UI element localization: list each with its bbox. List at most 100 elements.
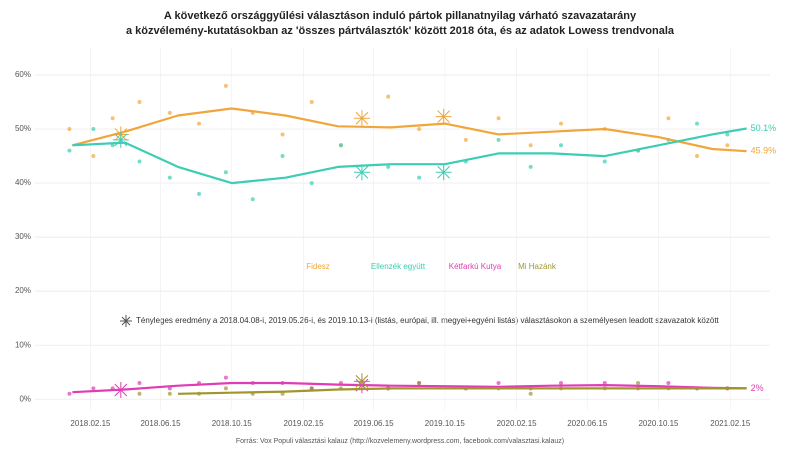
poll-dot: [167, 175, 172, 180]
trend-line: [72, 127, 747, 185]
y-tick-label: 60%: [15, 70, 31, 79]
result-star: [353, 164, 370, 181]
poll-dot: [386, 164, 391, 169]
poll-dot: [338, 143, 343, 148]
poll-dot: [223, 375, 228, 380]
poll-dot: [137, 100, 142, 105]
poll-dot: [309, 386, 314, 391]
legend-entry: Ellenzék együtt: [371, 262, 426, 271]
poll-dot: [280, 132, 285, 137]
poll-dot: [602, 380, 607, 385]
poll-dot: [309, 100, 314, 105]
poll-dot: [386, 94, 391, 99]
poll-dot: [417, 380, 422, 385]
y-tick-label: 10%: [15, 340, 31, 349]
result-star: [353, 373, 370, 390]
x-tick-label: 2018.06.15: [140, 419, 181, 428]
end-label: 50.1%: [751, 123, 777, 133]
poll-dot: [528, 391, 533, 396]
result-star: [435, 164, 452, 181]
trend-line: [72, 107, 747, 153]
x-tick-label: 2019.06.15: [354, 419, 395, 428]
poll-dot: [91, 386, 96, 391]
poll-dot: [725, 143, 730, 148]
poll-dot: [636, 380, 641, 385]
poll-dot: [559, 143, 564, 148]
poll-dot: [91, 154, 96, 159]
star-stroke: [114, 383, 128, 397]
poll-dot: [167, 391, 172, 396]
poll-dot: [496, 380, 501, 385]
star-stroke: [355, 111, 369, 125]
result-star: [112, 382, 129, 399]
poll-dot: [496, 116, 501, 121]
star-stroke: [355, 375, 369, 388]
chart-title: A következő országgyűlési választáson in…: [164, 10, 637, 22]
results-note: Tényleges eredmény a 2018.04.08-i, 2019.…: [136, 316, 720, 325]
poll-dot: [91, 127, 96, 132]
poll-dot: [559, 380, 564, 385]
poll-dot: [695, 154, 700, 159]
poll-dot: [602, 159, 607, 164]
poll-dot: [67, 391, 72, 396]
x-tick-label: 2018.02.15: [70, 419, 111, 428]
y-tick-label: 50%: [15, 124, 31, 133]
y-tick-label: 30%: [15, 232, 31, 241]
poll-dot: [223, 83, 228, 88]
poll-dot: [250, 197, 255, 202]
legend-entry: Kétfarkú Kutya: [449, 262, 502, 271]
star-stroke: [437, 110, 451, 123]
poll-dot: [528, 164, 533, 169]
y-tick-label: 40%: [15, 178, 31, 187]
x-tick-label: 2019.02.15: [284, 419, 325, 428]
result-star: [435, 108, 452, 125]
x-tick-label: 2020.10.15: [638, 419, 679, 428]
legend-entry: Mi Hazánk: [518, 262, 557, 271]
poll-dot: [496, 137, 501, 142]
poll-dot: [67, 127, 72, 132]
poll-dot: [197, 121, 202, 126]
poll-dot: [417, 175, 422, 180]
poll-dot: [223, 170, 228, 175]
poll-dot: [67, 148, 72, 153]
source: Forrás: Vox Populi választási kalauz (ht…: [236, 438, 564, 445]
poll-dot: [137, 380, 142, 385]
y-tick-label: 20%: [15, 286, 31, 295]
poll-dot: [167, 110, 172, 115]
chart-subtitle: a közvélemény-kutatásokban az 'összes pá…: [126, 25, 675, 37]
legend-entry: Fidesz: [306, 262, 330, 271]
x-tick-label: 2021.02.15: [710, 419, 751, 428]
end-label: 45.9%: [751, 146, 777, 156]
poll-dot: [280, 154, 285, 159]
poll-dot: [463, 137, 468, 142]
poll-dot: [528, 143, 533, 148]
results-note-star: [120, 315, 132, 327]
poll-dot: [223, 386, 228, 391]
star-stroke: [437, 165, 451, 179]
poll-dot: [137, 391, 142, 396]
trend-line: [72, 381, 747, 394]
poll-dot: [309, 181, 314, 186]
poll-dot: [417, 127, 422, 132]
poll-dot: [725, 132, 730, 137]
star-stroke: [114, 133, 128, 147]
y-tick-label: 0%: [19, 394, 31, 403]
poll-dot: [666, 116, 671, 121]
poll-dot: [197, 191, 202, 196]
poll-dot: [559, 121, 564, 126]
result-star: [353, 110, 370, 127]
x-tick-label: 2019.10.15: [425, 419, 466, 428]
trend-line: [177, 387, 747, 395]
end-label: 2%: [751, 383, 764, 393]
poll-dot: [280, 391, 285, 396]
poll-dot: [666, 380, 671, 385]
result-star: [112, 131, 129, 148]
poll-dot: [695, 121, 700, 126]
poll-dot: [110, 116, 115, 121]
star-stroke: [355, 165, 369, 179]
poll-dot: [137, 159, 142, 164]
x-tick-label: 2020.06.15: [567, 419, 608, 428]
x-tick-label: 2020.02.15: [497, 419, 538, 428]
